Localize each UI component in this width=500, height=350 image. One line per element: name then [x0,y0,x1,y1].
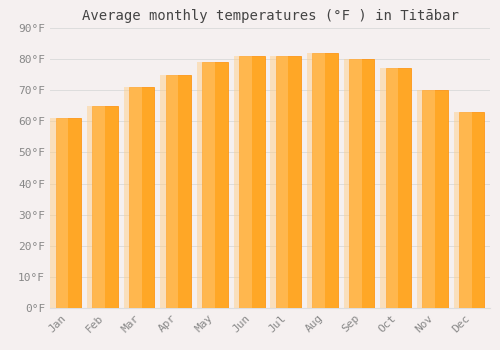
Bar [386,69,411,308]
Bar [270,56,288,308]
Bar [129,87,154,308]
Bar [417,90,435,308]
Bar [124,87,142,308]
Bar [92,106,118,308]
Bar [166,75,191,308]
Bar [87,106,105,308]
Bar [380,69,398,308]
Bar [160,75,178,308]
Bar [454,112,471,308]
Bar [422,90,448,308]
Bar [202,62,228,308]
Bar [344,59,361,308]
Bar [50,118,68,308]
Bar [276,56,301,308]
Bar [197,62,215,308]
Bar [239,56,264,308]
Bar [56,118,81,308]
Bar [459,112,484,308]
Bar [349,59,374,308]
Bar [307,53,325,308]
Bar [234,56,252,308]
Bar [312,53,338,308]
Title: Average monthly temperatures (°F ) in Titābar: Average monthly temperatures (°F ) in Ti… [82,9,458,23]
